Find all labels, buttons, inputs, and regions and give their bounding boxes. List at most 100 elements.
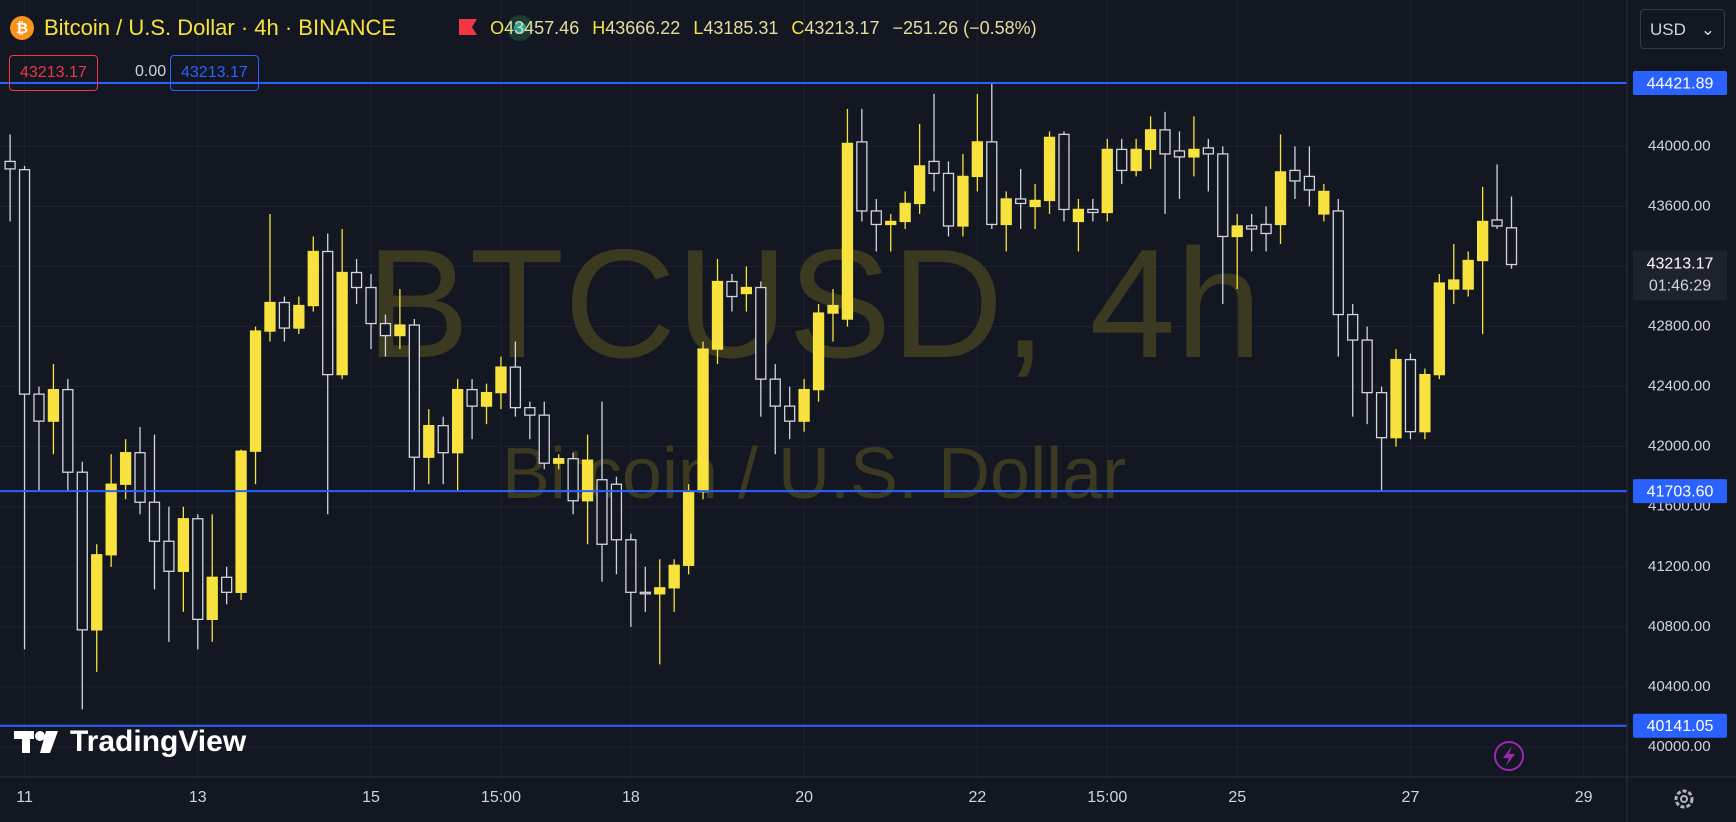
candle-body — [711, 280, 724, 350]
candle-body — [495, 366, 507, 394]
candle-body — [221, 576, 233, 593]
candle-body — [1303, 175, 1316, 191]
candle-body — [1188, 148, 1200, 158]
y-tick-label: 43600.00 — [1648, 197, 1711, 214]
change: −251.26 (−0.58%) — [892, 17, 1037, 38]
candle-body — [206, 576, 218, 620]
candle-body — [336, 271, 348, 376]
candle-body — [1375, 391, 1388, 439]
candle-body — [538, 414, 550, 464]
ohlc-key: C — [791, 17, 805, 38]
x-tick-label: 25 — [1228, 789, 1246, 806]
candle-body — [480, 391, 493, 407]
candle-body — [581, 459, 594, 502]
logo-part — [40, 731, 58, 753]
sell-box[interactable]: 43213.17 — [9, 55, 98, 91]
lightning-button[interactable] — [1494, 741, 1524, 771]
y-tick-label: 44000.00 — [1648, 137, 1711, 154]
candle-body — [163, 540, 175, 572]
status-dot — [514, 22, 526, 34]
candle-body — [62, 388, 74, 473]
candles — [4, 83, 1518, 710]
ohlc-value: 43457.46 — [504, 17, 580, 38]
ohlc-value: 43666.22 — [605, 17, 681, 38]
last-price-box — [1633, 250, 1727, 301]
candle-body — [942, 172, 955, 227]
x-tick-label: 15:00 — [481, 789, 521, 806]
candle-body — [105, 483, 117, 556]
candle-body — [553, 458, 565, 464]
candle-body — [567, 458, 579, 502]
hline-label-box — [1633, 713, 1727, 738]
ohlc-value: 43185.31 — [703, 17, 779, 38]
candle-body — [1361, 339, 1373, 394]
candle-body — [1217, 153, 1229, 238]
candle-body — [408, 324, 420, 458]
x-tick-label: 27 — [1402, 789, 1420, 806]
candle-body — [1130, 148, 1142, 172]
candle-body — [1289, 169, 1301, 182]
grid-layer — [0, 0, 1627, 777]
candle-body — [1347, 313, 1359, 341]
candle-body — [119, 452, 132, 485]
candle-body — [1202, 147, 1214, 155]
candle-body — [1318, 190, 1330, 215]
x-tick-label: 15 — [362, 789, 380, 806]
candle-body — [379, 322, 392, 337]
candle-body — [784, 405, 796, 422]
candle-body — [278, 301, 291, 329]
candle-body — [1404, 358, 1417, 433]
currency: USD — [1650, 20, 1686, 39]
candle-body — [1274, 171, 1287, 226]
candle-body — [451, 388, 464, 454]
candle-body — [971, 141, 984, 178]
candle-body — [423, 425, 435, 458]
candle-body — [841, 142, 854, 320]
candle-body — [1231, 225, 1243, 238]
ohlc-key: L — [693, 17, 704, 38]
candle-body — [1491, 219, 1503, 227]
candle-body — [509, 366, 522, 409]
candle-body — [596, 479, 608, 545]
candle-body — [812, 312, 825, 391]
symbol-title[interactable]: Bitcoin / U.S. Dollar · 4h · BINANCE — [44, 15, 397, 40]
candle-body — [625, 539, 637, 593]
x-tick-label: 13 — [189, 789, 207, 806]
candle-body — [870, 210, 882, 226]
candle-body — [986, 141, 998, 226]
y-tick-label: 42400.00 — [1648, 378, 1711, 395]
candle-body — [192, 518, 204, 620]
x-tick-label: 22 — [968, 789, 986, 806]
candle-body — [1101, 148, 1113, 214]
hline-label: 40141.05 — [1647, 718, 1714, 735]
candle-body — [1462, 259, 1474, 290]
candle-body — [1029, 199, 1041, 208]
candle-body — [76, 471, 88, 631]
candle-body — [307, 250, 319, 307]
candle-body — [524, 406, 536, 416]
logo-part — [35, 731, 45, 741]
candle-body — [1448, 279, 1460, 290]
hline-label-box — [1633, 479, 1727, 504]
candle-body — [899, 202, 911, 223]
currency-select[interactable]: USD ⌄ — [1640, 9, 1725, 49]
candle-body — [322, 250, 334, 376]
candle-body — [1144, 129, 1157, 151]
settings-button[interactable] — [1674, 789, 1694, 809]
ohlc-value: 43213.17 — [804, 17, 880, 38]
candle-body — [365, 286, 377, 325]
y-tick-label: 40000.00 — [1648, 738, 1711, 755]
x-tick-label: 15:00 — [1087, 789, 1127, 806]
candle-body — [1043, 136, 1056, 202]
candle-body — [827, 304, 839, 314]
x-tick-label: 18 — [622, 789, 640, 806]
candle-body — [1332, 210, 1344, 316]
candle-body — [148, 501, 161, 542]
buy-box[interactable]: 43213.17 — [170, 55, 259, 91]
candle-body — [1173, 150, 1186, 158]
hline-label: 44421.89 — [1647, 75, 1714, 92]
bitcoin-icon-glyph: ₿ — [16, 20, 28, 37]
candle-body — [1433, 282, 1445, 376]
candle-body — [134, 452, 146, 503]
